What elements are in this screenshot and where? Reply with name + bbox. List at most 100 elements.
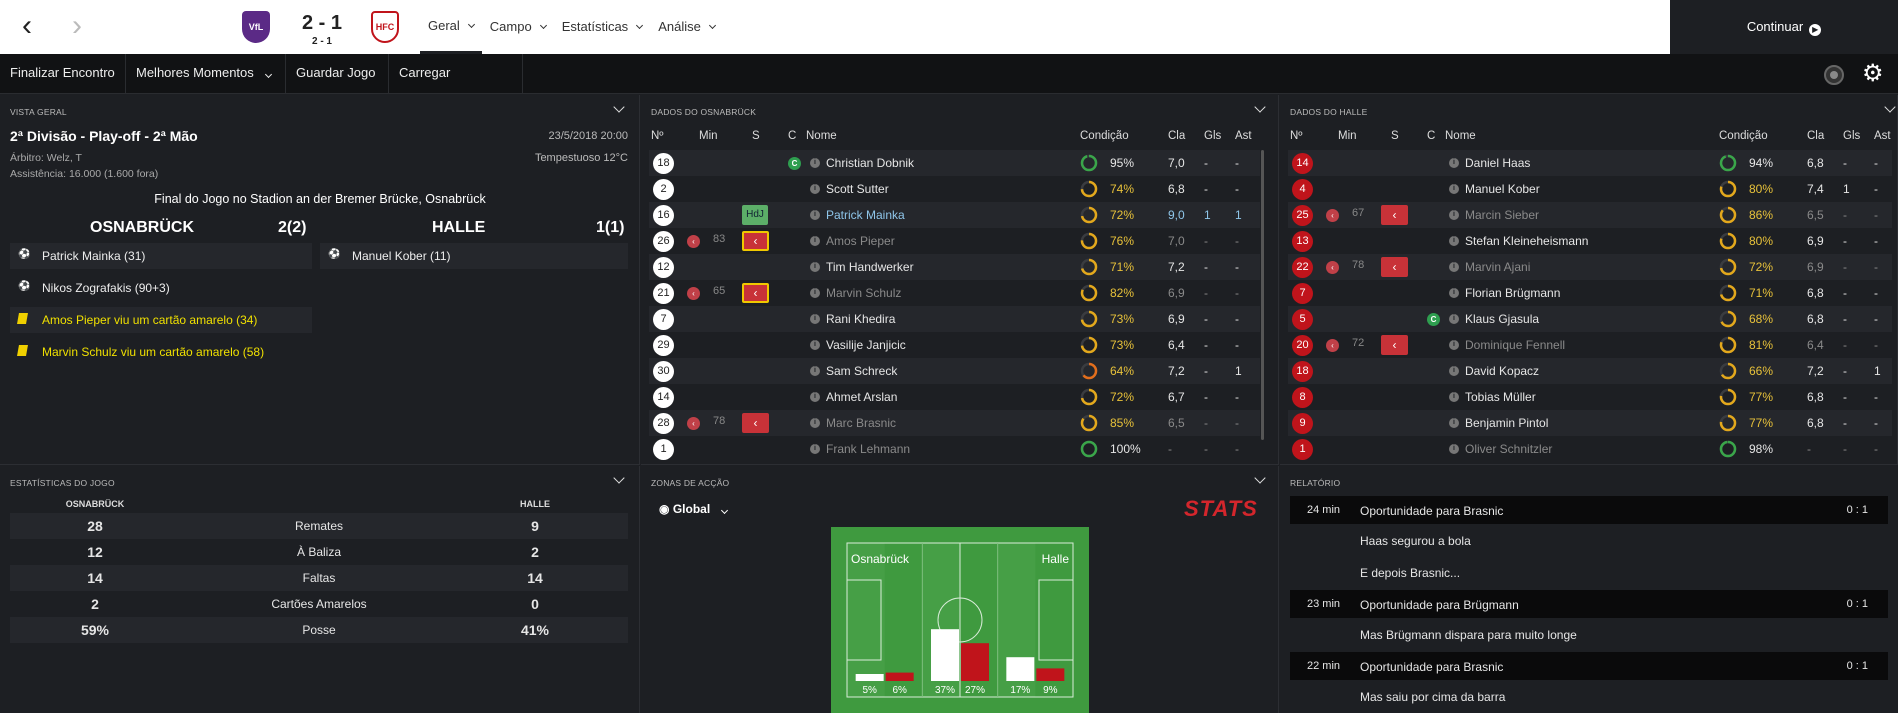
- info-icon[interactable]: i: [1449, 184, 1459, 194]
- header-no[interactable]: Nº: [1290, 130, 1303, 142]
- info-icon[interactable]: i: [1449, 288, 1459, 298]
- menu-estatisticas[interactable]: Estatísticas: [554, 0, 650, 54]
- header-cla[interactable]: Cla: [1168, 130, 1186, 142]
- info-icon[interactable]: i: [1449, 392, 1459, 402]
- header-c[interactable]: C: [788, 130, 797, 142]
- info-icon[interactable]: i: [810, 288, 820, 298]
- info-icon[interactable]: i: [1449, 366, 1459, 376]
- player-row[interactable]: 25 ‹ 67 ‹ i Marcin Sieber 86% 6,5 - -: [1288, 202, 1892, 228]
- player-name[interactable]: Florian Brügmann: [1465, 286, 1561, 300]
- player-name[interactable]: Patrick Mainka: [826, 208, 905, 222]
- player-row[interactable]: 28 ‹ 78 ‹ i Marc Brasnic 85% 6,5 - -: [649, 410, 1260, 436]
- info-icon[interactable]: i: [1449, 444, 1459, 454]
- chevron-down-icon[interactable]: [613, 472, 625, 484]
- chevron-down-icon[interactable]: [1884, 101, 1896, 113]
- player-row[interactable]: 8 i Tobias Müller 77% 6,8 - -: [1288, 384, 1892, 410]
- player-row[interactable]: 12 i Tim Handwerker 71% 7,2 - -: [649, 254, 1260, 280]
- player-name[interactable]: Marcin Sieber: [1465, 208, 1540, 222]
- player-name[interactable]: Rani Khedira: [826, 312, 896, 326]
- header-s[interactable]: S: [1391, 130, 1399, 142]
- menu-campo[interactable]: Campo: [482, 0, 554, 54]
- player-row[interactable]: 29 i Vasilije Janjicic 73% 6,4 - -: [649, 332, 1260, 358]
- zone-filter-dropdown[interactable]: ◉ Global: [659, 502, 728, 516]
- info-icon[interactable]: i: [810, 314, 820, 324]
- player-row[interactable]: 1 i Frank Lehmann 100% - - -: [649, 436, 1260, 462]
- info-icon[interactable]: i: [810, 262, 820, 272]
- chevron-down-icon[interactable]: [1254, 101, 1266, 113]
- info-icon[interactable]: i: [810, 184, 820, 194]
- header-ast[interactable]: Ast: [1235, 130, 1252, 142]
- player-row[interactable]: 13 i Stefan Kleineheismann 80% 6,9 - -: [1288, 228, 1892, 254]
- header-ast[interactable]: Ast: [1874, 130, 1891, 142]
- player-row[interactable]: 9 i Benjamin Pintol 77% 6,8 - -: [1288, 410, 1892, 436]
- info-icon[interactable]: i: [810, 418, 820, 428]
- player-name[interactable]: Scott Sutter: [826, 182, 889, 196]
- player-row[interactable]: 14 i Daniel Haas 94% 6,8 - -: [1288, 150, 1892, 176]
- player-name[interactable]: David Kopacz: [1465, 364, 1540, 378]
- chevron-down-icon[interactable]: [613, 101, 625, 113]
- info-icon[interactable]: i: [1449, 314, 1459, 324]
- player-row[interactable]: 2 i Scott Sutter 74% 6,8 - -: [649, 176, 1260, 202]
- player-row[interactable]: 20 ‹ 72 ‹ i Dominique Fennell 81% 6,4 - -: [1288, 332, 1892, 358]
- player-name[interactable]: Benjamin Pintol: [1465, 416, 1549, 430]
- player-name[interactable]: Vasilije Janjicic: [826, 338, 906, 352]
- header-c[interactable]: C: [1427, 130, 1436, 142]
- player-row[interactable]: 7 i Florian Brügmann 71% 6,8 - -: [1288, 280, 1892, 306]
- header-no[interactable]: Nº: [651, 130, 664, 142]
- scrollbar[interactable]: [1261, 150, 1264, 440]
- player-name[interactable]: Ahmet Arslan: [826, 390, 898, 404]
- player-row[interactable]: 4 i Manuel Kober 80% 7,4 1 -: [1288, 176, 1892, 202]
- player-row[interactable]: 21 ‹ 65 ‹ i Marvin Schulz 82% 6,9 - -: [649, 280, 1260, 306]
- info-icon[interactable]: i: [1449, 340, 1459, 350]
- forward-arrow-icon[interactable]: ›: [72, 9, 82, 42]
- header-name[interactable]: Nome: [806, 130, 837, 142]
- header-gls[interactable]: Gls: [1204, 130, 1222, 142]
- player-name[interactable]: Sam Schreck: [826, 364, 898, 378]
- player-row[interactable]: 18 i David Kopacz 66% 7,2 - 1: [1288, 358, 1892, 384]
- info-icon[interactable]: i: [1449, 236, 1459, 246]
- player-name[interactable]: Oliver Schnitzler: [1465, 442, 1553, 456]
- player-row[interactable]: 16 HdJ i Patrick Mainka 72% 9,0 1 1: [649, 202, 1260, 228]
- header-name[interactable]: Nome: [1445, 130, 1476, 142]
- highlights-dropdown[interactable]: Melhores Momentos: [126, 54, 286, 94]
- player-name[interactable]: Marvin Ajani: [1465, 260, 1531, 274]
- finish-match-button[interactable]: Finalizar Encontro: [0, 54, 126, 94]
- info-icon[interactable]: i: [810, 210, 820, 220]
- player-name[interactable]: Tim Handwerker: [826, 260, 914, 274]
- info-icon[interactable]: i: [1449, 158, 1459, 168]
- info-icon[interactable]: i: [1449, 262, 1459, 272]
- player-name[interactable]: Klaus Gjasula: [1465, 312, 1540, 326]
- record-icon[interactable]: [1824, 65, 1844, 85]
- player-name[interactable]: Stefan Kleineheismann: [1465, 234, 1589, 248]
- load-highlights-button[interactable]: Carregar Destaques: [389, 54, 523, 118]
- info-icon[interactable]: i: [810, 366, 820, 376]
- player-row[interactable]: 26 ‹ 83 ‹ i Amos Pieper 76% 7,0 - -: [649, 228, 1260, 254]
- continue-button[interactable]: Continuar ▶: [1670, 0, 1898, 54]
- back-arrow-icon[interactable]: ‹: [22, 9, 32, 42]
- info-icon[interactable]: i: [810, 392, 820, 402]
- header-min[interactable]: Min: [699, 130, 718, 142]
- player-name[interactable]: Amos Pieper: [826, 234, 895, 248]
- player-name[interactable]: Dominique Fennell: [1465, 338, 1566, 352]
- player-name[interactable]: Christian Dobnik: [826, 156, 915, 170]
- info-icon[interactable]: i: [810, 158, 820, 168]
- player-name[interactable]: Manuel Kober: [1465, 182, 1540, 196]
- info-icon[interactable]: i: [1449, 418, 1459, 428]
- info-icon[interactable]: i: [810, 340, 820, 350]
- player-name[interactable]: Tobias Müller: [1465, 390, 1536, 404]
- info-icon[interactable]: i: [1449, 210, 1459, 220]
- player-row[interactable]: 22 ‹ 78 ‹ i Marvin Ajani 72% 6,9 - -: [1288, 254, 1892, 280]
- player-name[interactable]: Marvin Schulz: [826, 286, 902, 300]
- player-row[interactable]: 7 i Rani Khedira 73% 6,9 - -: [649, 306, 1260, 332]
- header-cond[interactable]: Condição: [1080, 130, 1129, 142]
- header-gls[interactable]: Gls: [1843, 130, 1861, 142]
- header-s[interactable]: S: [752, 130, 760, 142]
- chevron-down-icon[interactable]: [1254, 472, 1266, 484]
- player-name[interactable]: Frank Lehmann: [826, 442, 911, 456]
- player-name[interactable]: Marc Brasnic: [826, 416, 897, 430]
- save-game-button[interactable]: Guardar Jogo: [286, 54, 389, 94]
- header-min[interactable]: Min: [1338, 130, 1357, 142]
- player-row[interactable]: 1 i Oliver Schnitzler 98% - - -: [1288, 436, 1892, 462]
